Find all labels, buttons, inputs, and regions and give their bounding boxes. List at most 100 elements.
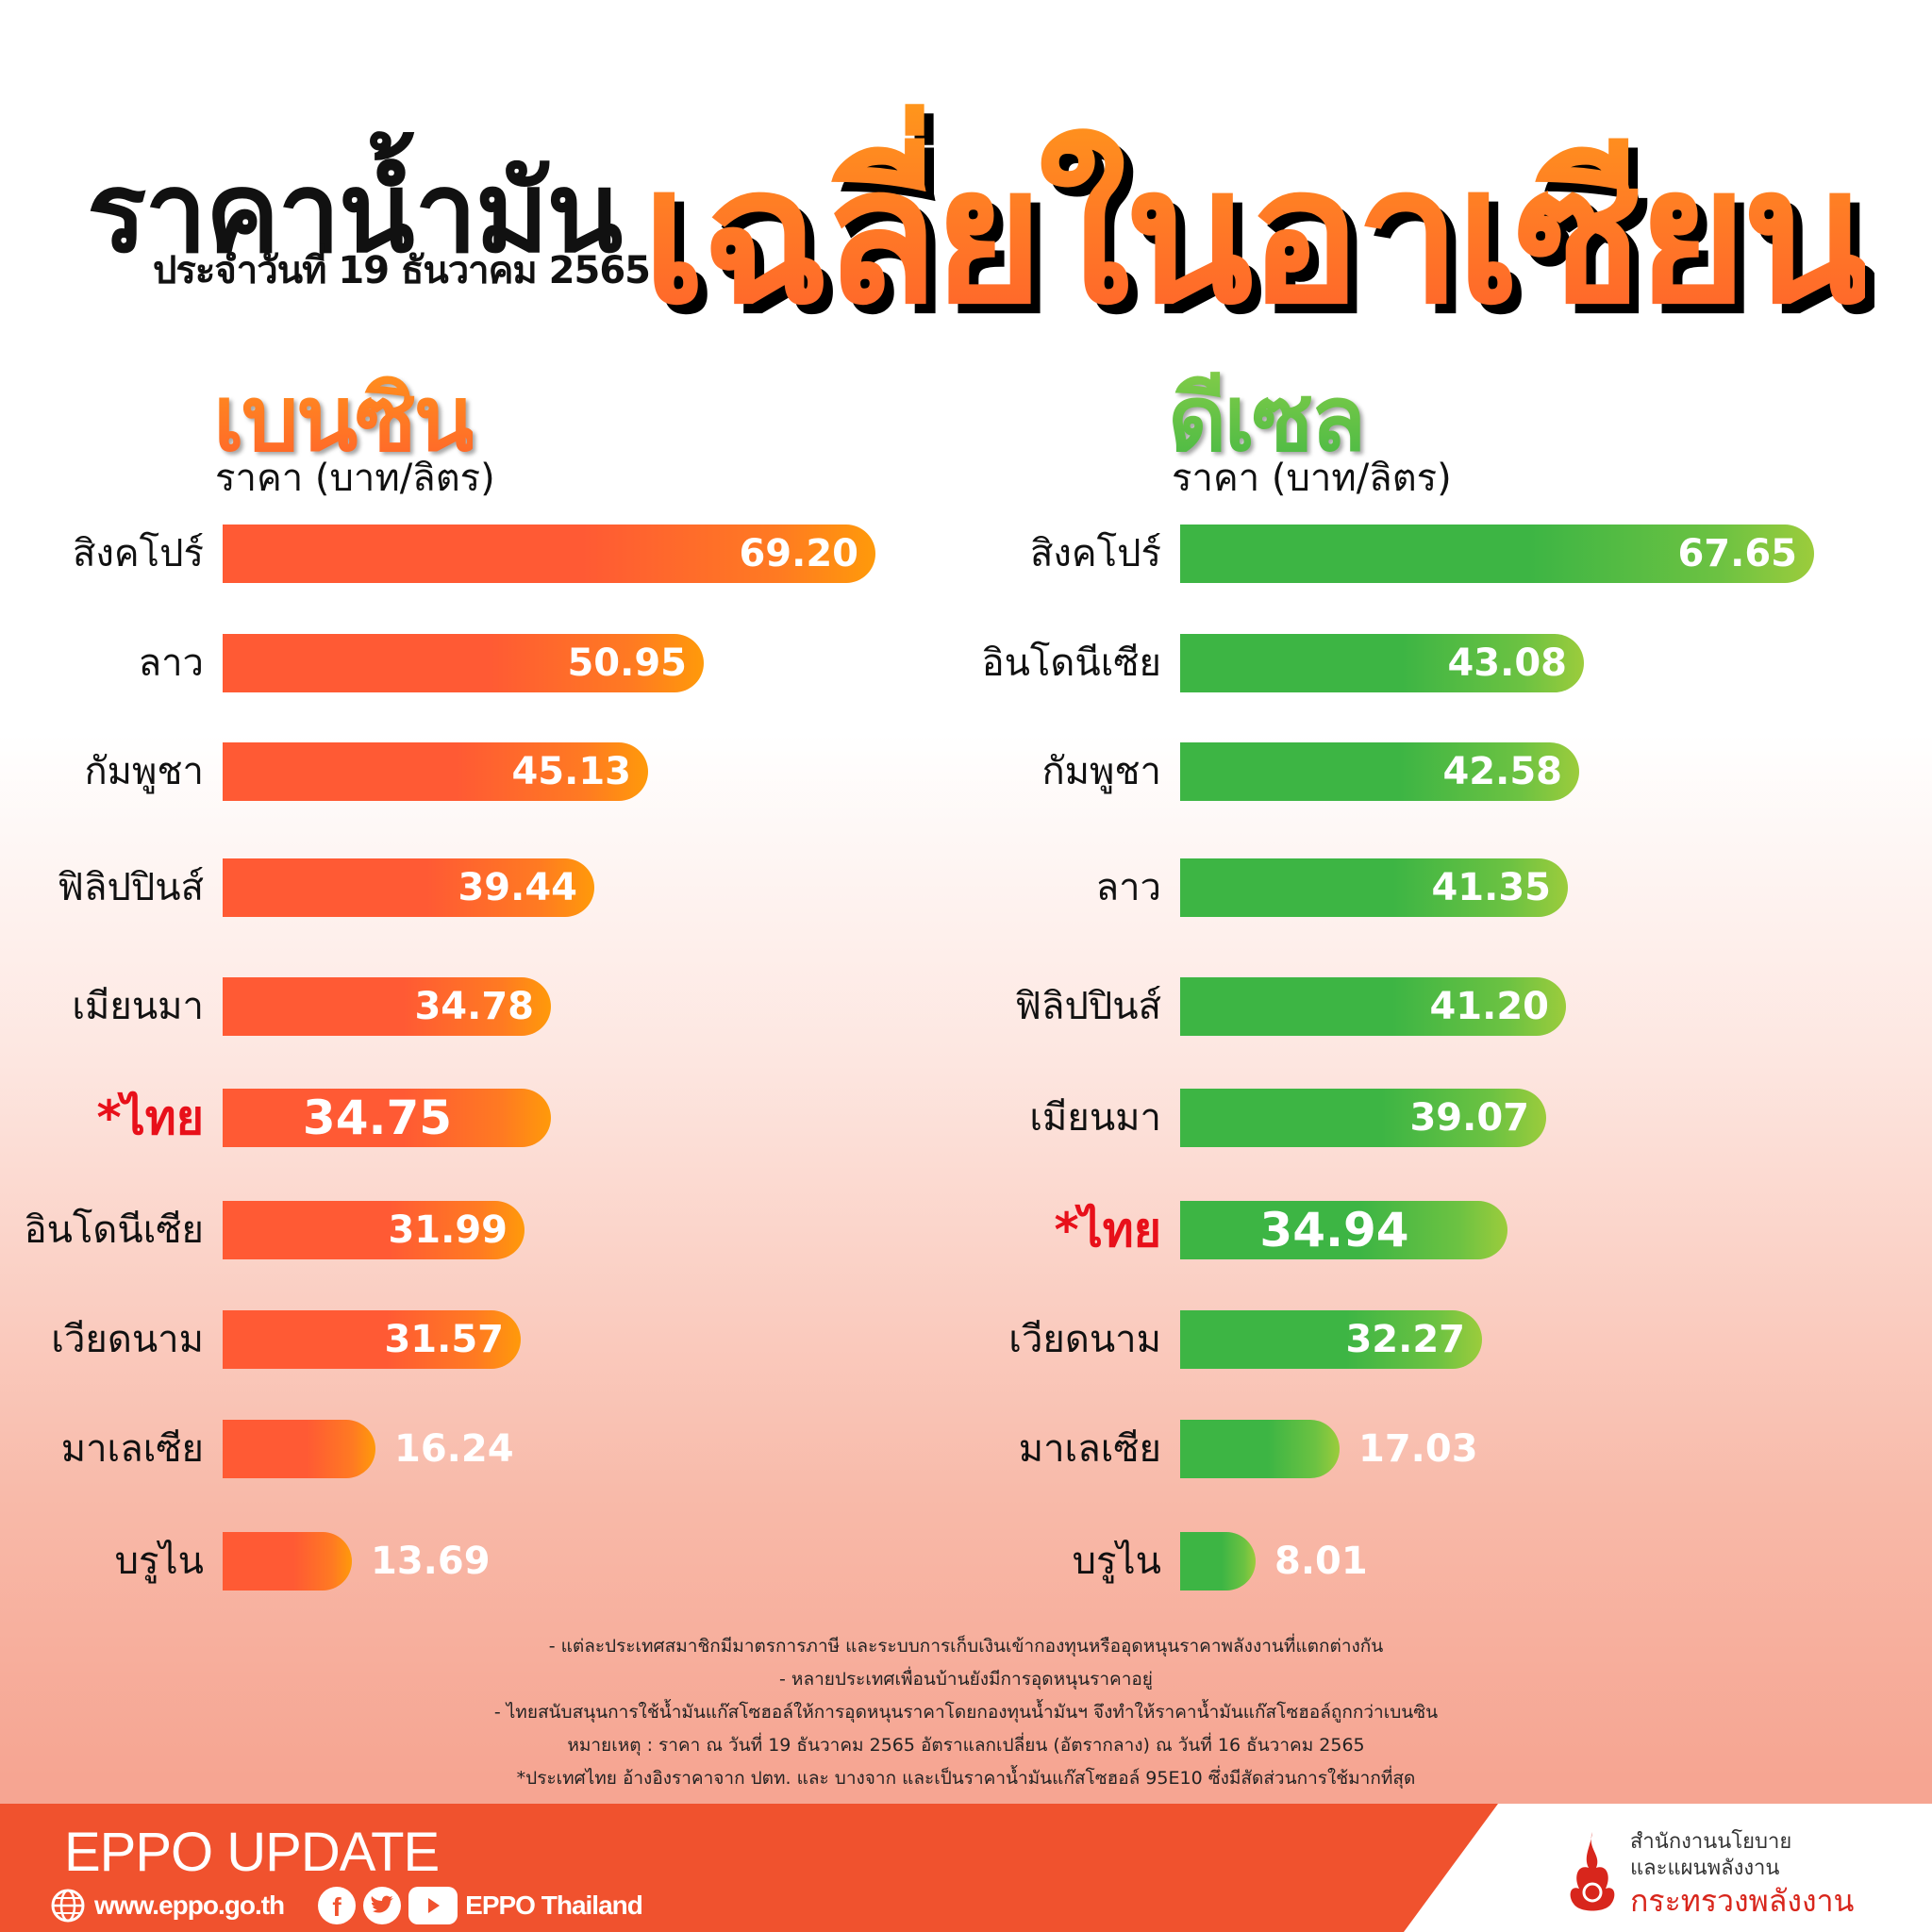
eppo-update-title: EPPO UPDATE [64,1822,440,1883]
country-label: สิงคโปร์ [1029,532,1161,575]
bar [1180,1089,1546,1147]
header: ราคาน้ำมัน ประจำวันที่ 19 ธันวาคม 2565 เ… [0,0,1932,346]
bar-row: มาเลเซีย 16.24 [61,1420,514,1478]
bar-value: 16.24 [394,1427,514,1471]
bar-value: 31.99 [388,1208,508,1252]
country-label: มาเลเซีย [60,1427,204,1471]
bar-value: 41.20 [1429,985,1549,1028]
bar-row: กัมพูชา 42.58 [1041,742,1579,801]
footnote: - แต่ละประเทศสมาชิกมีมาตรการภาษี และระบบ… [548,1636,1384,1657]
bar-row: สิงคโปร์ 67.65 [1030,525,1814,583]
bar [1180,1420,1340,1478]
bar [1180,977,1566,1036]
footnote: - หลายประเทศเพื่อนบ้านยังมีการอุดหนุนราค… [779,1669,1153,1690]
bar-value: 42.58 [1442,750,1562,793]
bar [223,1532,352,1591]
bar [223,858,594,917]
bar [1180,525,1814,583]
page-title-highlight: เฉลี่ยในอาเซียน [641,85,1871,385]
globe-icon [49,1887,87,1924]
country-label: ลาว [138,641,204,685]
country-label: เมียนมา [1029,1096,1161,1140]
country-label: กัมพูชา [1041,750,1161,793]
country-label: เวียดนาม [1008,1318,1161,1361]
bar-value: 13.69 [371,1540,491,1583]
bar-row: ฟิลิปปินส์ 39.44 [58,858,594,917]
country-label: อินโดนีเซีย [24,1208,204,1252]
bar-value: 31.57 [384,1318,504,1361]
bar-value: 8.01 [1274,1540,1368,1583]
country-label: ลาว [1095,866,1161,909]
bar-value: 41.35 [1431,866,1551,909]
bar-value: 67.65 [1677,532,1797,575]
ministry-line-1: สำนักงานนโยบาย [1630,1830,1792,1854]
bar-row: ลาว 41.35 [1096,858,1568,917]
bar-row: อินโดนีเซีย 43.08 [982,634,1584,692]
bar-row: อินโดนีเซีย 31.99 [25,1201,525,1259]
bar-value: 17.03 [1358,1427,1478,1471]
bar-row: เวียดนาม 31.57 [51,1310,521,1369]
bar [1180,1532,1256,1591]
bar [223,634,704,692]
bar-row: มาเลเซีย 17.03 [1019,1420,1478,1478]
bar-row: ลาว 50.95 [139,634,704,692]
country-label: อินโดนีเซีย [981,641,1161,685]
country-label: กัมพูชา [84,750,204,793]
footer-logo-panel [1404,1804,1932,1932]
bar [1180,634,1584,692]
bar-value: 39.07 [1409,1096,1529,1140]
bar-row: เมียนมา 34.78 [72,977,551,1036]
bar-row: ฟิลิปปินส์ 41.20 [1015,977,1566,1036]
bar-value: 50.95 [567,641,687,685]
bar-row: บรูไน 13.69 [115,1532,491,1591]
bar-row: กัมพูชา 45.13 [84,742,648,801]
petrol-title: เบนซิน [213,347,475,491]
country-label: *ไทย [1054,1203,1161,1257]
ministry-line-2: และแผนพลังงาน [1630,1857,1780,1880]
country-label: บรูไน [1072,1540,1161,1583]
country-label: เมียนมา [72,985,204,1028]
bar-row: สิงคโปร์ 69.20 [73,525,875,583]
bar [1180,1201,1507,1259]
bar-value: 45.13 [511,750,631,793]
youtube-icon[interactable] [408,1887,458,1924]
footer: EPPO UPDATE www.eppo.go.th f EPPO Thaila… [0,1804,1932,1932]
bar [1180,1310,1482,1369]
website-link[interactable]: www.eppo.go.th [94,1890,285,1920]
facebook-icon[interactable]: f [318,1887,357,1924]
bar-value: 32.27 [1345,1318,1465,1361]
footnotes: - แต่ละประเทศสมาชิกมีมาตรการภาษี และระบบ… [0,1630,1932,1795]
bar-value: 34.94 [1259,1203,1409,1257]
bar-value: 39.44 [458,866,577,909]
country-label: ฟิลิปปินส์ [1014,985,1161,1028]
twitter-icon[interactable] [363,1887,402,1924]
bar [223,1420,375,1478]
country-label: เวียดนาม [51,1318,204,1361]
ministry-line-3: กระทรวงพลังงาน [1630,1883,1855,1919]
bar-value: 34.78 [414,985,534,1028]
bar [223,1201,525,1259]
ministry-logo: สำนักงานนโยบาย และแผนพลังงาน กระทรวงพลัง… [1545,1824,1904,1919]
bar-row: เมียนมา 39.07 [1029,1089,1546,1147]
bar-row: เวียดนาม 32.27 [1008,1310,1482,1369]
page-title: ราคาน้ำมัน [87,147,623,277]
flame-logo-icon [1570,1832,1615,1911]
bar-row: *ไทย 34.75 [96,1089,551,1147]
social-account-name[interactable]: EPPO Thailand [465,1890,643,1920]
country-label: *ไทย [96,1091,204,1145]
svg-text:f: f [332,1892,341,1922]
country-label: มาเลเซีย [1018,1427,1161,1471]
bar-value: 34.75 [302,1091,453,1145]
bar [223,1089,551,1147]
bar [223,977,551,1036]
footnote: หมายเหตุ : ราคา ณ วันที่ 19 ธันวาคม 2565… [567,1735,1365,1756]
footnote: *ประเทศไทย อ้างอิงราคาจาก ปตท. และ บางจา… [516,1768,1416,1789]
diesel-unit-label: ราคา (บาท/ลิตร) [1172,457,1452,500]
bar [223,742,648,801]
bar [223,525,875,583]
country-label: บรูไน [114,1540,204,1583]
diesel-title: ดีเซล [1168,347,1366,491]
bar [223,1310,521,1369]
bar [1180,858,1568,917]
bar-row: บรูไน 8.01 [1073,1532,1368,1591]
